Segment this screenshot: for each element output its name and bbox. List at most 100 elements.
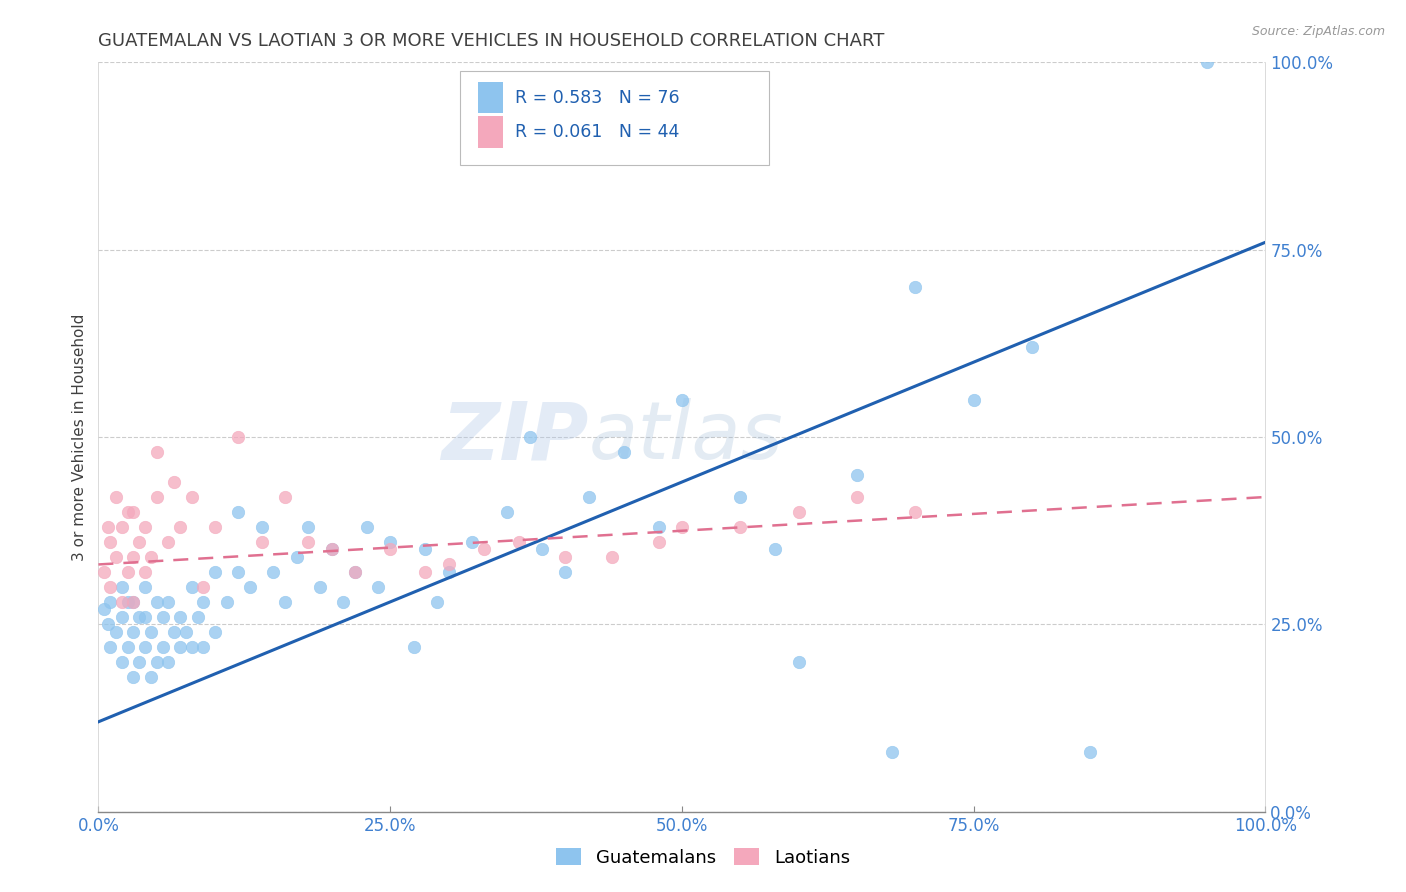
Point <box>122 549 145 564</box>
Point <box>600 549 623 564</box>
Point <box>274 595 297 609</box>
Point <box>104 549 127 564</box>
Point <box>152 610 174 624</box>
Point <box>117 595 139 609</box>
Point <box>93 565 115 579</box>
Point <box>117 505 139 519</box>
Point <box>321 542 343 557</box>
Point <box>122 595 145 609</box>
Text: Source: ZipAtlas.com: Source: ZipAtlas.com <box>1251 25 1385 38</box>
Point <box>146 595 169 609</box>
Point <box>139 624 162 639</box>
Text: ZIP: ZIP <box>441 398 589 476</box>
Point <box>228 505 250 519</box>
Point <box>122 670 145 684</box>
Point <box>309 580 332 594</box>
Point <box>413 565 436 579</box>
Point <box>134 565 156 579</box>
Point <box>128 655 150 669</box>
Point <box>437 565 460 579</box>
Point <box>297 535 319 549</box>
Point <box>193 640 215 654</box>
Point <box>146 655 169 669</box>
Point <box>157 535 180 549</box>
Point <box>97 617 120 632</box>
Point <box>1021 340 1043 354</box>
Point <box>180 580 202 594</box>
Point <box>787 505 810 519</box>
Point <box>730 490 752 504</box>
Point <box>402 640 425 654</box>
Point <box>122 624 145 639</box>
Point <box>111 595 134 609</box>
Point <box>187 610 209 624</box>
Point <box>554 549 576 564</box>
Point <box>530 542 553 557</box>
Point <box>111 655 134 669</box>
Point <box>262 565 284 579</box>
Point <box>228 430 250 444</box>
Point <box>98 595 121 609</box>
Point <box>413 542 436 557</box>
Point <box>180 490 202 504</box>
Point <box>111 580 134 594</box>
Point <box>671 520 693 534</box>
FancyBboxPatch shape <box>460 71 769 165</box>
Point <box>285 549 308 564</box>
Point <box>1195 55 1218 70</box>
Point <box>204 565 226 579</box>
Text: GUATEMALAN VS LAOTIAN 3 OR MORE VEHICLES IN HOUSEHOLD CORRELATION CHART: GUATEMALAN VS LAOTIAN 3 OR MORE VEHICLES… <box>98 32 884 50</box>
Point <box>117 640 139 654</box>
Point <box>519 430 541 444</box>
Point <box>367 580 389 594</box>
Point <box>169 520 191 534</box>
Point <box>228 565 250 579</box>
Point <box>730 520 752 534</box>
Text: R = 0.061   N = 44: R = 0.061 N = 44 <box>515 123 679 141</box>
Point <box>380 535 402 549</box>
Point <box>647 520 669 534</box>
Point <box>215 595 238 609</box>
Point <box>344 565 367 579</box>
Y-axis label: 3 or more Vehicles in Household: 3 or more Vehicles in Household <box>72 313 87 561</box>
Point <box>763 542 786 557</box>
Point <box>461 535 484 549</box>
Point <box>163 624 186 639</box>
Point <box>671 392 693 407</box>
Point <box>332 595 354 609</box>
Point <box>169 610 191 624</box>
Point <box>787 655 810 669</box>
Point <box>380 542 402 557</box>
Point <box>134 640 156 654</box>
Point <box>846 467 869 482</box>
Point <box>496 505 519 519</box>
Point <box>146 490 169 504</box>
Text: atlas: atlas <box>589 398 783 476</box>
Point <box>111 520 134 534</box>
Point <box>128 610 150 624</box>
Point <box>139 549 162 564</box>
Point <box>146 445 169 459</box>
Point <box>204 520 226 534</box>
Point <box>1080 745 1102 759</box>
Point <box>93 602 115 616</box>
Point <box>98 535 121 549</box>
Point <box>104 490 127 504</box>
Point <box>904 280 927 294</box>
Point <box>193 595 215 609</box>
Point <box>437 558 460 572</box>
Point <box>117 565 139 579</box>
Point <box>204 624 226 639</box>
Point <box>193 580 215 594</box>
Point <box>139 670 162 684</box>
Legend: Guatemalans, Laotians: Guatemalans, Laotians <box>548 841 858 874</box>
Point <box>321 542 343 557</box>
Point <box>274 490 297 504</box>
Point <box>426 595 449 609</box>
Point <box>880 745 903 759</box>
Point <box>134 580 156 594</box>
Point <box>122 595 145 609</box>
Point <box>846 490 869 504</box>
Point <box>134 520 156 534</box>
Point <box>297 520 319 534</box>
